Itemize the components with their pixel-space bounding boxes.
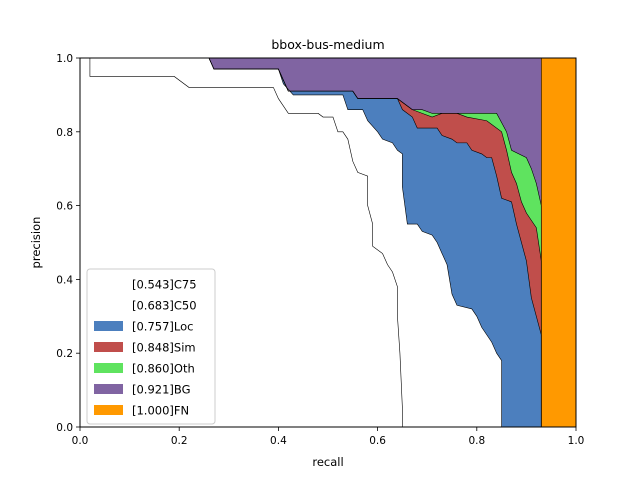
y-tick-label: 0.6 (56, 201, 73, 213)
x-tick-label: 0.0 (72, 435, 89, 447)
y-tick-label: 0.0 (56, 422, 73, 434)
legend: [0.543]C75 [0.683]C50 [0.757]Loc [0.848]Sim… (86, 268, 216, 425)
legend-entry: [0.921]BG (132, 383, 191, 397)
legend-swatch (94, 342, 123, 352)
x-tick-label: 0.4 (270, 435, 287, 447)
legend-entry: [0.757]Loc (132, 320, 193, 334)
legend-entry: [1.000]FN (132, 404, 189, 418)
curve--0-683-c50 (80, 57, 502, 427)
x-tick-label: 0.6 (369, 435, 386, 447)
x-axis-label: recall (312, 455, 343, 469)
curve--0-860-oth (80, 57, 542, 427)
legend-entry: [0.848]Sim (132, 341, 196, 355)
y-tick-label: 0.4 (56, 274, 73, 286)
legend-entry: [0.543]C75 (132, 278, 197, 292)
x-tick-label: 0.8 (468, 435, 485, 447)
x-tick-label: 0.2 (171, 435, 188, 447)
legend-swatch (94, 300, 123, 310)
y-axis-label: precision (29, 217, 43, 269)
legend-swatch (94, 405, 123, 415)
y-tick-label: 1.0 (56, 53, 73, 65)
y-tick-label: 0.8 (56, 127, 73, 139)
y-tick-label: 0.2 (56, 348, 73, 360)
plot-frame (79, 57, 577, 428)
chart-title: bbox-bus-medium (271, 37, 384, 52)
legend-entry: [0.683]C50 (132, 299, 197, 313)
legend-swatch (94, 279, 123, 289)
legend-swatch (94, 384, 123, 394)
axis-ticks: 0.0 0.2 0.4 0.6 0.8 1.0 0.0 0.2 0.4 0.6 0.8 1.0 (56, 53, 584, 447)
curve--0-543-c75 (80, 57, 403, 427)
legend-entry: [0.860]Oth (132, 362, 195, 376)
legend-swatch (94, 363, 123, 373)
legend-swatch (94, 321, 123, 331)
x-tick-label: 1.0 (568, 435, 585, 447)
